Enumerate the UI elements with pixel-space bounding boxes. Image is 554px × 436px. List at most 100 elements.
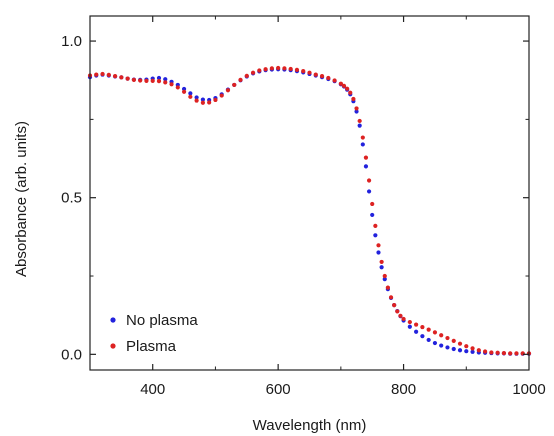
legend-label-no-plasma: No plasma bbox=[126, 312, 198, 329]
data-point bbox=[445, 335, 450, 341]
data-point bbox=[379, 265, 384, 270]
data-point bbox=[407, 319, 412, 325]
y-axis-title: Absorbance (arb. units) bbox=[13, 121, 30, 277]
data-point bbox=[348, 90, 353, 95]
legend-label-plasma: Plasma bbox=[126, 338, 177, 355]
data-point bbox=[200, 100, 205, 105]
data-point bbox=[138, 78, 143, 83]
data-point bbox=[354, 106, 359, 111]
data-point bbox=[294, 67, 300, 72]
data-point bbox=[188, 94, 193, 99]
data-point bbox=[392, 303, 397, 308]
data-point bbox=[257, 68, 262, 73]
data-point bbox=[232, 82, 237, 88]
data-point bbox=[338, 81, 343, 86]
data-point bbox=[439, 333, 444, 338]
data-point bbox=[457, 348, 463, 353]
legend: No plasma Plasma bbox=[110, 312, 198, 355]
data-point bbox=[483, 349, 488, 354]
data-point bbox=[194, 95, 199, 100]
data-point bbox=[250, 70, 256, 75]
tick-labels: 400 600 800 1000 0.0 0.5 1.0 bbox=[61, 33, 546, 398]
data-point bbox=[495, 350, 500, 355]
x-axis-title: Wavelength (nm) bbox=[253, 417, 367, 434]
data-point bbox=[156, 75, 162, 81]
data-point bbox=[200, 97, 205, 102]
data-point bbox=[163, 80, 168, 85]
data-point bbox=[282, 66, 287, 71]
data-point bbox=[119, 75, 124, 80]
data-point bbox=[225, 88, 231, 93]
data-point bbox=[100, 71, 105, 77]
data-point bbox=[345, 86, 350, 91]
data-point bbox=[395, 309, 400, 314]
data-point bbox=[370, 212, 375, 218]
data-point bbox=[276, 65, 281, 71]
data-point bbox=[476, 348, 481, 353]
data-point bbox=[464, 344, 469, 349]
data-point bbox=[144, 78, 149, 83]
x-tick-label: 1000 bbox=[512, 381, 545, 398]
x-tick-label: 800 bbox=[391, 381, 416, 398]
data-point bbox=[360, 142, 365, 147]
y-tick-label: 1.0 bbox=[61, 33, 82, 50]
data-point bbox=[175, 85, 180, 90]
data-point bbox=[407, 324, 412, 329]
data-point bbox=[445, 345, 450, 350]
data-point bbox=[376, 243, 381, 248]
data-point bbox=[112, 74, 118, 79]
data-point bbox=[207, 100, 212, 105]
data-point bbox=[457, 341, 463, 346]
data-point bbox=[366, 178, 372, 183]
data-point bbox=[401, 316, 406, 322]
data-point bbox=[301, 69, 306, 74]
plot-area bbox=[87, 65, 532, 356]
data-point bbox=[94, 72, 99, 77]
data-point bbox=[451, 346, 456, 352]
data-point bbox=[376, 250, 381, 255]
data-point bbox=[357, 118, 362, 124]
data-point bbox=[288, 66, 293, 72]
data-point bbox=[263, 67, 268, 72]
data-point bbox=[326, 75, 331, 81]
data-point bbox=[269, 66, 274, 71]
data-point bbox=[188, 91, 193, 96]
data-point bbox=[398, 313, 403, 318]
data-point bbox=[319, 74, 325, 79]
legend-marker-no-plasma bbox=[110, 317, 116, 323]
data-point bbox=[373, 223, 378, 228]
y-tick-label: 0.0 bbox=[61, 346, 82, 363]
data-point bbox=[432, 340, 438, 346]
data-point bbox=[156, 79, 162, 84]
data-point bbox=[501, 350, 507, 356]
data-point bbox=[150, 78, 155, 83]
data-point bbox=[357, 123, 362, 128]
data-point bbox=[194, 98, 199, 103]
data-point bbox=[379, 259, 384, 265]
data-point bbox=[489, 350, 494, 355]
legend-marker-plasma bbox=[110, 343, 116, 349]
data-point bbox=[332, 78, 337, 83]
data-point bbox=[470, 346, 475, 351]
data-point bbox=[426, 337, 431, 343]
data-point bbox=[432, 330, 438, 335]
data-point bbox=[420, 334, 425, 339]
data-point bbox=[373, 233, 378, 238]
data-point bbox=[169, 82, 174, 87]
data-point bbox=[420, 324, 425, 330]
x-tick-label: 600 bbox=[266, 381, 291, 398]
data-point bbox=[307, 70, 312, 75]
data-point bbox=[414, 329, 419, 334]
data-point bbox=[354, 109, 359, 114]
data-point bbox=[451, 338, 456, 343]
axis-ticks bbox=[90, 16, 529, 370]
data-point bbox=[131, 77, 136, 83]
data-point bbox=[514, 351, 519, 356]
data-point bbox=[213, 97, 218, 103]
data-point bbox=[219, 93, 224, 98]
data-point bbox=[181, 89, 187, 94]
data-point bbox=[125, 76, 130, 81]
data-point bbox=[464, 349, 469, 354]
data-point bbox=[388, 295, 394, 300]
